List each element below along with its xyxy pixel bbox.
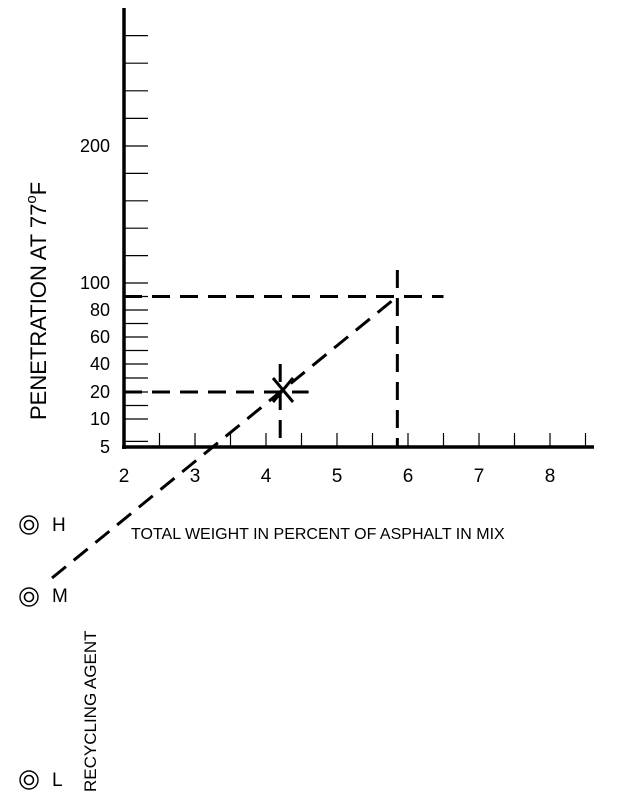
x-tick-label: 8 (545, 466, 556, 487)
tick-label-group: 2 3 4 5 6 7 8 5 10 20 40 60 80 100 200 (80, 136, 555, 487)
x-tick-label: 6 (403, 466, 414, 487)
x-axis-title: TOTAL WEIGHT IN PERCENT OF ASPHALT IN MI… (131, 526, 505, 543)
y-tick-label: 100 (80, 273, 110, 293)
construction-lines (51, 270, 444, 580)
y-axis-title-unit: F (26, 182, 51, 195)
x-tick-label: 7 (474, 466, 485, 487)
y-tick-label: 60 (90, 327, 110, 347)
agent-label-l: L (52, 770, 63, 791)
y-axis-title-superscript: o (23, 195, 40, 203)
x-tick-label: 2 (119, 466, 130, 487)
x-tick-label: 5 (332, 466, 343, 487)
agent-symbol-m (19, 587, 39, 607)
agent-label-m: M (52, 586, 68, 607)
y-tick-label: 200 (80, 136, 110, 156)
recycling-agent-title: RECYCLING AGENT (81, 630, 100, 792)
y-tick-label: 10 (90, 409, 110, 429)
x-tick-label: 4 (261, 466, 272, 487)
y-axis-title: PENETRATION AT 77oF (23, 182, 51, 420)
marked-point-x (271, 377, 295, 403)
agent-symbol-h (19, 515, 39, 535)
tick-group (123, 34, 587, 448)
y-tick-label: 20 (90, 382, 110, 402)
y-tick-label: 80 (90, 300, 110, 320)
y-tick-label: 5 (100, 437, 110, 457)
x-tick-label: 3 (190, 466, 201, 487)
recycling-agent-line (51, 295, 399, 580)
y-tick-label: 40 (90, 354, 110, 374)
agent-symbol-l (19, 770, 39, 790)
agent-label-h: H (52, 515, 66, 536)
